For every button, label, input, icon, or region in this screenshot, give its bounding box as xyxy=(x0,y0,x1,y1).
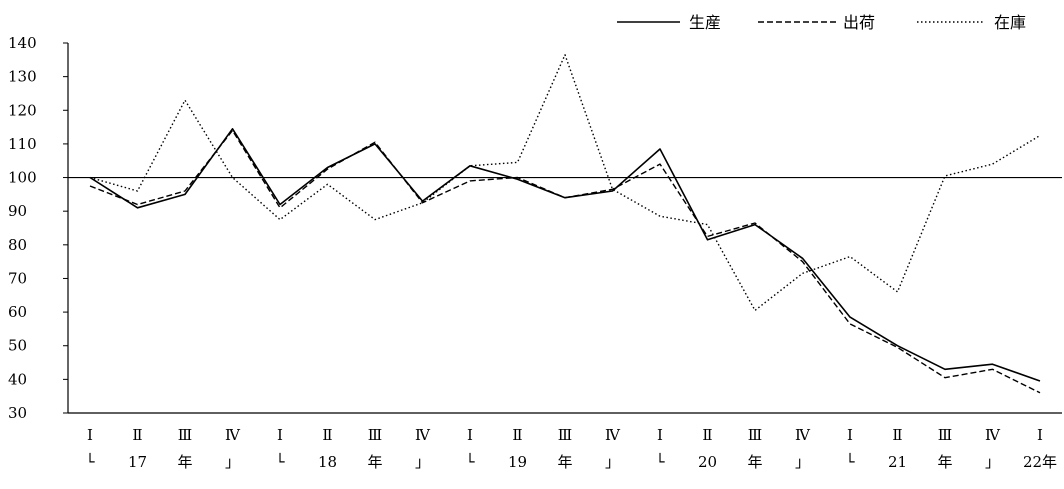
y-tick-label: 120 xyxy=(8,101,37,119)
x-tick-label-quarter: Ⅲ xyxy=(748,426,762,444)
y-tick-label: 40 xyxy=(8,370,27,388)
y-tick-label: 30 xyxy=(8,404,27,422)
x-tick-label-year: 」 xyxy=(225,453,240,471)
x-tick-label-year: 21 xyxy=(888,453,907,471)
x-tick-label-quarter: Ⅳ xyxy=(795,426,811,444)
series-line-1 xyxy=(89,128,1041,382)
x-tick-label-quarter: Ⅱ xyxy=(892,426,902,444)
series-line-3 xyxy=(89,54,1041,312)
x-tick-label-year: 20 xyxy=(698,453,717,471)
y-tick-label: 70 xyxy=(8,269,27,287)
x-tick-label-quarter: Ⅱ xyxy=(322,426,332,444)
x-tick-label-quarter: Ⅰ xyxy=(87,426,93,444)
x-tick-label-quarter: Ⅲ xyxy=(178,426,192,444)
y-tick-label: 100 xyxy=(8,169,37,187)
x-tick-label-year: 」 xyxy=(605,453,620,471)
x-tick-label-year: └ xyxy=(845,452,855,471)
plot-area xyxy=(68,54,1062,394)
series-line-2 xyxy=(89,129,1041,394)
x-tick-label-year: 年 xyxy=(557,453,572,471)
legend-label-1: 生産 xyxy=(689,13,721,32)
x-tick-label-year: 年 xyxy=(747,453,762,471)
x-tick-label-quarter: Ⅰ xyxy=(1037,426,1043,444)
x-tick-label-year: 19 xyxy=(508,453,527,471)
x-tick-label-quarter: Ⅰ xyxy=(467,426,473,444)
x-tick-label-quarter: Ⅲ xyxy=(558,426,572,444)
y-tick-label: 60 xyxy=(8,303,27,321)
y-tick-label: 110 xyxy=(8,135,37,153)
x-tick-label-year: 」 xyxy=(795,453,810,471)
x-tick-label-quarter: Ⅳ xyxy=(415,426,431,444)
x-tick-label-year: └ xyxy=(85,452,95,471)
x-tick-label-quarter: Ⅲ xyxy=(938,426,952,444)
x-tick-label-quarter: Ⅰ xyxy=(847,426,853,444)
y-axis: 30 40 50 60 70 80 90 100 110 120 130 140 xyxy=(8,34,69,422)
x-tick-label-quarter: Ⅱ xyxy=(132,426,142,444)
x-tick-label-quarter: Ⅳ xyxy=(225,426,241,444)
x-tick-label-year: 17 xyxy=(128,453,147,471)
legend-label-3: 在庫 xyxy=(994,13,1026,32)
x-tick-label-year: 」 xyxy=(415,453,430,471)
x-tick-label-quarter: Ⅱ xyxy=(702,426,712,444)
y-tick-label: 130 xyxy=(8,68,37,86)
legend-label-2: 出荷 xyxy=(843,13,875,32)
x-tick-label-quarter: Ⅰ xyxy=(277,426,283,444)
x-tick-label-year: └ xyxy=(655,452,665,471)
y-tick-label: 140 xyxy=(8,34,37,52)
x-tick-label-quarter: Ⅰ xyxy=(657,426,663,444)
x-tick-label-year: └ xyxy=(465,452,475,471)
x-tick-label-year: 年 xyxy=(367,453,382,471)
y-tick-label: 50 xyxy=(8,337,27,355)
x-axis: Ⅰ └ Ⅱ 17 Ⅲ 年 Ⅳ 」 Ⅰ └ Ⅱ 18 Ⅲ 年 Ⅳ 」 Ⅰ └ Ⅱ 19 Ⅲ 年 Ⅳ 」 Ⅰ └ Ⅱ 20 Ⅲ 年 Ⅳ 」 Ⅰ └ Ⅱ 2… xyxy=(68,412,1062,471)
y-tick-label: 80 xyxy=(8,236,27,254)
x-tick-label-year: 」 xyxy=(985,453,1000,471)
y-tick-label: 90 xyxy=(8,202,27,220)
x-tick-label-year: 年 xyxy=(937,453,952,471)
x-tick-label-quarter: Ⅱ xyxy=(512,426,522,444)
x-tick-label-year: 22年 xyxy=(1023,453,1057,471)
x-tick-label-quarter: Ⅲ xyxy=(368,426,382,444)
legend: 生産 出荷 在庫 xyxy=(617,13,1026,32)
x-tick-label-quarter: Ⅳ xyxy=(985,426,1001,444)
x-tick-label-year: 年 xyxy=(177,453,192,471)
x-tick-label-year: └ xyxy=(275,452,285,471)
x-tick-label-quarter: Ⅳ xyxy=(605,426,621,444)
x-tick-label-year: 18 xyxy=(318,453,337,471)
